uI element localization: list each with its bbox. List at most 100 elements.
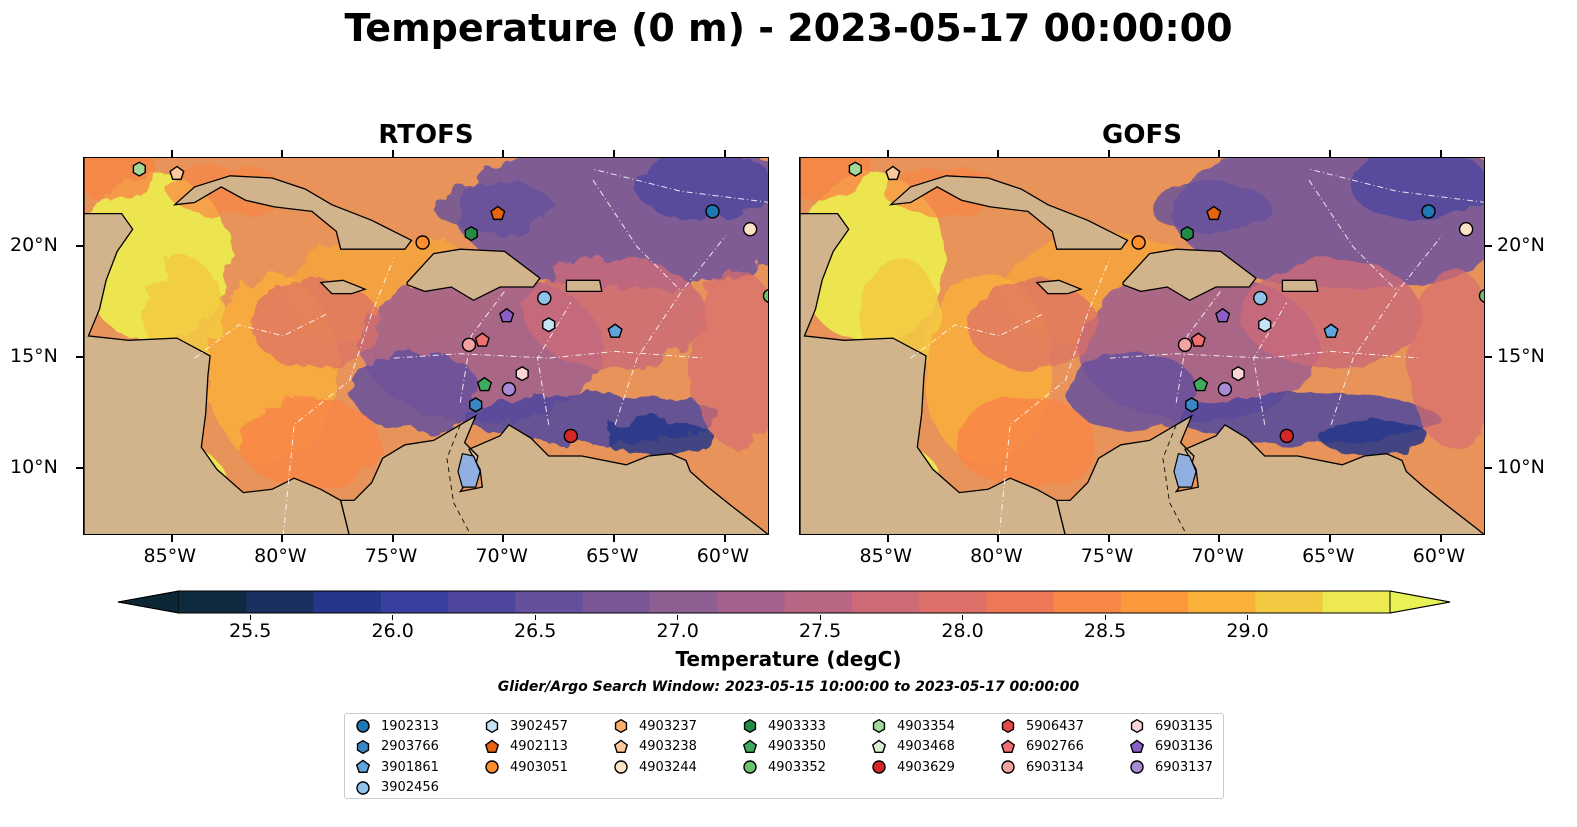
legend-item: 4903333 xyxy=(742,717,826,735)
platform-marker[interactable] xyxy=(1323,323,1339,338)
colorbar-tick-mark xyxy=(962,615,964,620)
colorbar-tick-label: 27.5 xyxy=(798,620,842,642)
platform-marker[interactable] xyxy=(1258,317,1272,333)
pentagon-marker-icon xyxy=(871,739,887,753)
legend-label: 4903244 xyxy=(639,759,697,775)
platform-marker[interactable] xyxy=(476,376,493,392)
lon-tick-mark xyxy=(613,150,616,157)
platform-marker[interactable] xyxy=(607,323,623,338)
platform-marker[interactable] xyxy=(563,428,578,444)
platform-marker[interactable] xyxy=(1478,288,1486,303)
platform-markers xyxy=(848,161,1486,444)
lat-tick-mark xyxy=(76,356,83,359)
platform-marker[interactable] xyxy=(762,288,770,303)
hexagon-marker-icon xyxy=(485,718,499,734)
platform-marker[interactable] xyxy=(464,225,478,242)
legend-label: 4903051 xyxy=(510,759,568,775)
lat-tick-mark xyxy=(76,467,83,470)
search-window-note: Glider/Argo Search Window: 2023-05-15 10… xyxy=(497,679,1080,695)
platform-marker[interactable] xyxy=(1180,225,1194,242)
colorbar-label: Temperature (degC) xyxy=(675,647,902,671)
legend-label: 4903237 xyxy=(639,718,697,734)
circle-marker-icon xyxy=(485,760,499,774)
colorbar-segment xyxy=(919,591,987,613)
legend-item: 4903238 xyxy=(613,738,697,756)
map-panel-gofs[interactable] xyxy=(799,157,1485,535)
platform-marker[interactable] xyxy=(848,161,862,177)
legend-item: 1902313 xyxy=(355,717,439,735)
platform-marker[interactable] xyxy=(132,161,146,177)
platform-marker[interactable] xyxy=(1206,205,1222,221)
circle-marker-icon xyxy=(1001,760,1015,774)
platform-marker[interactable] xyxy=(461,337,477,353)
legend-label: 2903766 xyxy=(381,739,439,754)
colorbar-segment xyxy=(1120,591,1189,613)
platform-marker[interactable] xyxy=(1253,290,1268,306)
hexagon-marker-icon xyxy=(872,718,886,734)
lat-tick-mark xyxy=(76,244,83,247)
platform-marker[interactable] xyxy=(705,204,720,219)
land-masses xyxy=(84,158,768,534)
lon-tick-mark xyxy=(1218,535,1221,542)
panel-title-rtofs: RTOFS xyxy=(378,120,474,150)
legend-item: 6903136 xyxy=(1129,738,1213,756)
platform-marker[interactable] xyxy=(469,397,483,413)
platform-marker[interactable] xyxy=(1279,428,1294,444)
legend-label: 4903350 xyxy=(768,739,826,754)
platform-marker[interactable] xyxy=(515,366,529,382)
colorbar-segment xyxy=(448,591,516,613)
platform-marker[interactable] xyxy=(742,221,758,237)
lon-tick-mark xyxy=(170,535,173,542)
lon-tick-mark xyxy=(613,535,616,542)
platform-marker[interactable] xyxy=(1177,337,1193,353)
platform-marker[interactable] xyxy=(490,205,506,221)
lon-tick-mark xyxy=(997,150,1000,157)
platform-marker[interactable] xyxy=(537,290,552,306)
lon-tick-mark xyxy=(1107,150,1110,157)
lon-tick-label: 65°W xyxy=(586,545,639,567)
platform-marker[interactable] xyxy=(542,317,556,333)
platform-markers xyxy=(132,161,770,444)
circle-marker-icon xyxy=(1130,760,1144,774)
lon-tick-mark xyxy=(281,150,284,157)
colorbar-segment xyxy=(649,591,718,613)
lon-tick-mark xyxy=(1439,150,1442,157)
colorbar-tick-mark xyxy=(819,615,821,620)
platform-marker[interactable] xyxy=(474,332,490,347)
platform-marker[interactable] xyxy=(1131,235,1146,250)
legend-label: 6903135 xyxy=(1155,718,1213,734)
colorbar-tick-mark xyxy=(534,615,536,620)
lon-tick-mark xyxy=(502,535,505,542)
platform-marker[interactable] xyxy=(1421,204,1436,219)
platform-marker[interactable] xyxy=(1215,307,1231,323)
pentagon-marker-icon xyxy=(355,759,371,774)
platform-marker[interactable] xyxy=(1185,397,1199,413)
legend-label: 3902456 xyxy=(381,780,439,795)
platform-marker[interactable] xyxy=(1217,381,1233,397)
legend-label: 6903136 xyxy=(1155,739,1213,754)
platform-marker[interactable] xyxy=(1190,332,1206,347)
circle-marker-icon xyxy=(356,719,370,733)
colorbar-segment xyxy=(784,591,853,613)
platform-marker[interactable] xyxy=(1458,221,1474,237)
colorbar-segment xyxy=(851,591,920,613)
lon-tick-label: 85°W xyxy=(859,545,912,567)
lat-tick-label: 15°N xyxy=(10,345,58,368)
platform-marker[interactable] xyxy=(169,165,185,181)
circle-marker-icon xyxy=(743,760,757,774)
legend-item: 3902457 xyxy=(484,717,568,735)
platform-marker[interactable] xyxy=(415,235,430,250)
hexagon-marker-icon xyxy=(1130,718,1144,734)
platform-marker[interactable] xyxy=(1231,366,1245,382)
platform-marker[interactable] xyxy=(1192,376,1209,392)
platform-marker[interactable] xyxy=(885,165,901,181)
circle-marker-icon xyxy=(872,760,886,774)
platform-marker[interactable] xyxy=(499,307,515,323)
legend-label: 4903333 xyxy=(768,718,826,734)
colorbar-tick-label: 28.0 xyxy=(941,620,984,642)
legend-label: 4903468 xyxy=(897,739,955,754)
platform-marker[interactable] xyxy=(501,381,517,397)
map-panel-rtofs[interactable] xyxy=(83,157,769,535)
legend-label: 4903352 xyxy=(768,759,826,775)
colorbar xyxy=(117,590,1451,614)
